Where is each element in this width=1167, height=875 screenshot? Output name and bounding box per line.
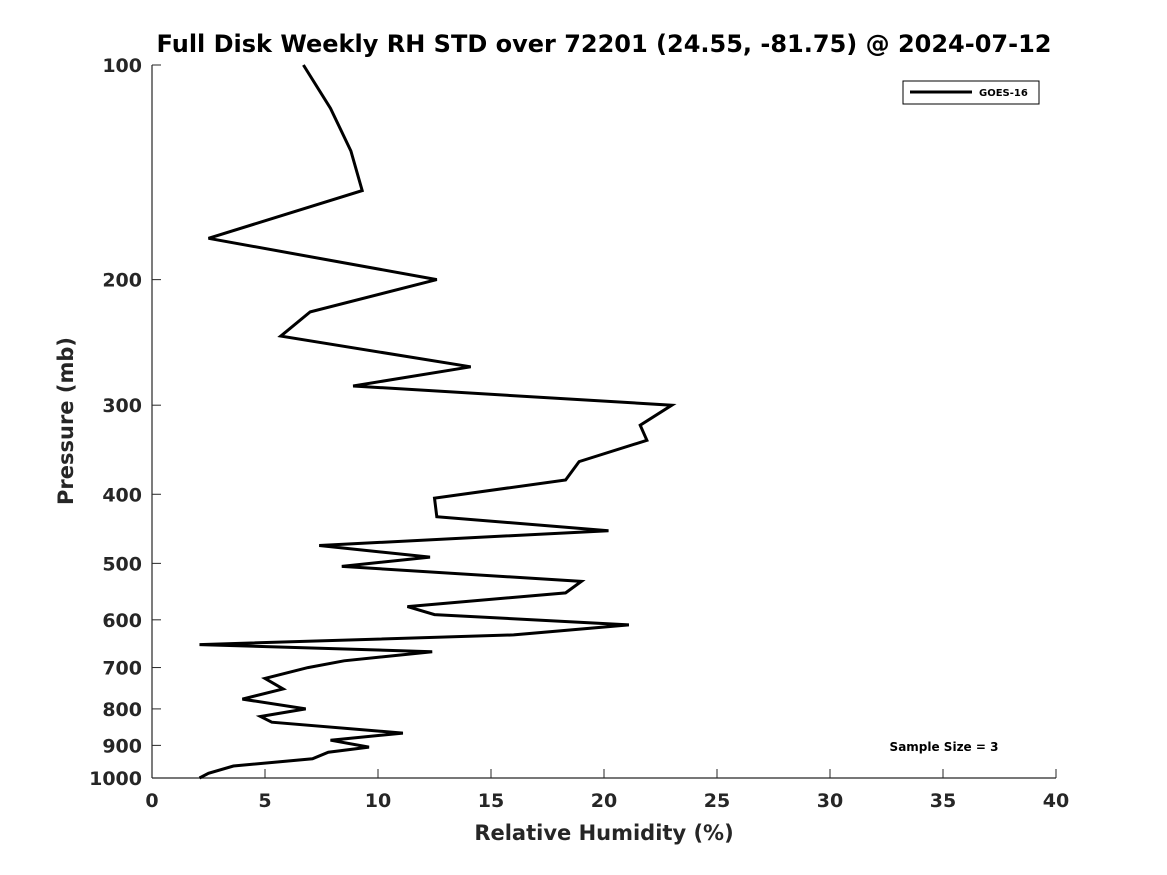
y-axis-label: Pressure (mb) bbox=[54, 337, 78, 505]
x-tick-label: 5 bbox=[258, 790, 271, 812]
axes bbox=[151, 65, 1056, 779]
y-tick-label: 900 bbox=[102, 735, 142, 757]
y-tick-label: 100 bbox=[102, 55, 142, 77]
y-tick-label: 300 bbox=[102, 395, 142, 417]
x-tick-label: 20 bbox=[591, 790, 617, 812]
y-tick-label: 200 bbox=[102, 270, 142, 292]
series-group bbox=[198, 64, 677, 780]
x-axis-ticks: 0 5 10 15 20 25 30 35 40 bbox=[145, 769, 1069, 812]
x-tick-label: 35 bbox=[930, 790, 956, 812]
x-tick-label: 25 bbox=[704, 790, 730, 812]
y-tick-label: 600 bbox=[102, 610, 142, 632]
y-tick-label: 700 bbox=[102, 658, 142, 680]
sample-size-annotation: Sample Size = 3 bbox=[890, 740, 999, 754]
y-tick-label: 1000 bbox=[89, 768, 142, 790]
legend-label-goes-16: GOES-16 bbox=[979, 88, 1028, 99]
chart-title: Full Disk Weekly RH STD over 72201 (24.5… bbox=[157, 30, 1052, 58]
legend: GOES-16 bbox=[902, 80, 1040, 105]
x-tick-label: 40 bbox=[1043, 790, 1069, 812]
y-tick-label: 400 bbox=[102, 484, 142, 506]
x-tick-label: 15 bbox=[478, 790, 504, 812]
y-tick-label: 500 bbox=[102, 553, 142, 575]
x-tick-label: 30 bbox=[817, 790, 843, 812]
series-line-goes-16 bbox=[198, 64, 677, 780]
y-axis-ticks: 100 200 300 400 500 600 700 800 900 1000 bbox=[89, 55, 161, 790]
x-axis-label: Relative Humidity (%) bbox=[474, 821, 733, 845]
x-tick-label: 10 bbox=[365, 790, 391, 812]
x-tick-label: 0 bbox=[145, 790, 158, 812]
y-tick-label: 800 bbox=[102, 699, 142, 721]
